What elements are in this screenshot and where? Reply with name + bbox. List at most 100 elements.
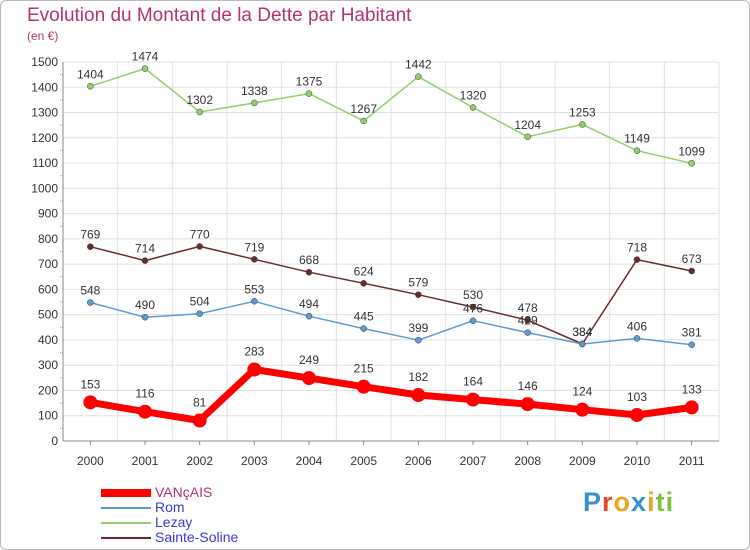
logo-letter: t bbox=[655, 487, 666, 517]
legend-label: Sainte-Soline bbox=[155, 529, 239, 545]
data-label: 478 bbox=[518, 301, 538, 315]
data-label: 504 bbox=[190, 295, 210, 309]
data-label: 769 bbox=[80, 228, 100, 242]
data-point bbox=[192, 413, 207, 428]
data-point bbox=[196, 310, 203, 317]
data-point bbox=[360, 325, 367, 332]
x-tick-label: 2008 bbox=[514, 454, 541, 468]
data-label: 490 bbox=[135, 298, 155, 312]
y-tick-label: 300 bbox=[38, 358, 58, 372]
data-point bbox=[360, 280, 367, 287]
y-tick-label: 600 bbox=[38, 282, 58, 296]
data-label: 124 bbox=[572, 385, 592, 399]
logo-letter: r bbox=[602, 487, 614, 517]
legend-swatch bbox=[101, 521, 151, 524]
data-label: 406 bbox=[627, 319, 647, 333]
data-label: 133 bbox=[682, 382, 702, 396]
data-label: 429 bbox=[518, 314, 538, 328]
data-point bbox=[688, 267, 695, 275]
logo-letter: P bbox=[583, 487, 603, 517]
legend-label: Rom bbox=[155, 499, 185, 515]
data-label: 770 bbox=[190, 227, 210, 241]
data-point bbox=[524, 133, 531, 141]
data-label: 399 bbox=[408, 321, 428, 335]
data-point bbox=[415, 291, 422, 298]
data-point bbox=[87, 299, 94, 306]
y-tick-label: 1500 bbox=[31, 55, 58, 69]
data-point bbox=[688, 160, 695, 167]
data-point bbox=[141, 257, 149, 264]
data-label: 81 bbox=[193, 396, 207, 410]
legend-swatch bbox=[101, 488, 151, 497]
proxiti-logo: Proxiti bbox=[583, 487, 674, 518]
legend-swatch bbox=[101, 536, 151, 539]
y-tick-label: 1300 bbox=[31, 106, 58, 120]
legend-swatch bbox=[101, 506, 151, 509]
data-point bbox=[415, 73, 422, 80]
data-point bbox=[415, 336, 422, 344]
data-label: 719 bbox=[244, 240, 264, 254]
x-tick-label: 2010 bbox=[624, 454, 651, 468]
x-tick-label: 2005 bbox=[350, 454, 377, 468]
data-point bbox=[138, 404, 152, 419]
data-point bbox=[356, 379, 371, 394]
logo-letter: x bbox=[631, 487, 648, 517]
data-point bbox=[196, 108, 203, 116]
data-label: 445 bbox=[354, 310, 374, 324]
data-label: 1375 bbox=[296, 75, 323, 89]
data-label: 182 bbox=[408, 370, 428, 384]
y-tick-label: 200 bbox=[38, 383, 58, 397]
data-point bbox=[302, 371, 316, 386]
data-label: 1253 bbox=[569, 105, 596, 119]
y-tick-label: 1100 bbox=[32, 156, 58, 170]
data-label: 249 bbox=[299, 353, 319, 367]
data-point bbox=[688, 341, 695, 348]
y-tick-label: 900 bbox=[38, 207, 58, 221]
data-label: 1149 bbox=[624, 132, 650, 146]
data-label: 283 bbox=[244, 344, 264, 358]
data-label: 1338 bbox=[241, 84, 268, 98]
data-label: 1099 bbox=[678, 144, 705, 158]
data-point bbox=[87, 83, 94, 90]
chart-subtitle: (en €) bbox=[27, 29, 59, 43]
data-point bbox=[87, 243, 94, 250]
data-point bbox=[524, 329, 531, 336]
data-point bbox=[251, 99, 258, 107]
y-tick-label: 1200 bbox=[31, 131, 58, 145]
x-tick-label: 2002 bbox=[186, 454, 213, 468]
data-label: 384 bbox=[572, 325, 592, 339]
data-point bbox=[83, 395, 98, 410]
data-label: 164 bbox=[463, 375, 483, 389]
x-tick-label: 2001 bbox=[132, 454, 159, 468]
legend-label: Lezay bbox=[155, 514, 193, 530]
x-tick-label: 2007 bbox=[460, 454, 487, 468]
data-point bbox=[466, 392, 480, 407]
data-point bbox=[196, 243, 203, 250]
data-point bbox=[247, 362, 262, 377]
data-point bbox=[469, 104, 477, 111]
data-label: 673 bbox=[682, 252, 702, 266]
data-point bbox=[633, 335, 641, 342]
logo-letter: i bbox=[647, 487, 656, 517]
y-tick-label: 1400 bbox=[31, 80, 58, 94]
logo-letter: i bbox=[665, 487, 675, 517]
data-label: 146 bbox=[518, 379, 538, 393]
data-point bbox=[520, 397, 535, 412]
data-label: 384 bbox=[572, 325, 592, 339]
y-tick-label: 700 bbox=[38, 257, 58, 271]
series-line-rom bbox=[90, 300, 692, 346]
data-label: 530 bbox=[463, 288, 483, 302]
data-point bbox=[141, 313, 149, 321]
data-label: 1320 bbox=[460, 88, 487, 102]
data-label: 494 bbox=[299, 297, 319, 311]
data-label: 1204 bbox=[514, 118, 541, 132]
data-point bbox=[251, 256, 258, 263]
data-label: 215 bbox=[354, 362, 374, 376]
data-point bbox=[411, 388, 426, 403]
y-tick-label: 400 bbox=[38, 333, 58, 347]
data-point bbox=[305, 312, 313, 320]
y-tick-label: 0 bbox=[51, 434, 58, 448]
x-tick-label: 2003 bbox=[241, 454, 268, 468]
